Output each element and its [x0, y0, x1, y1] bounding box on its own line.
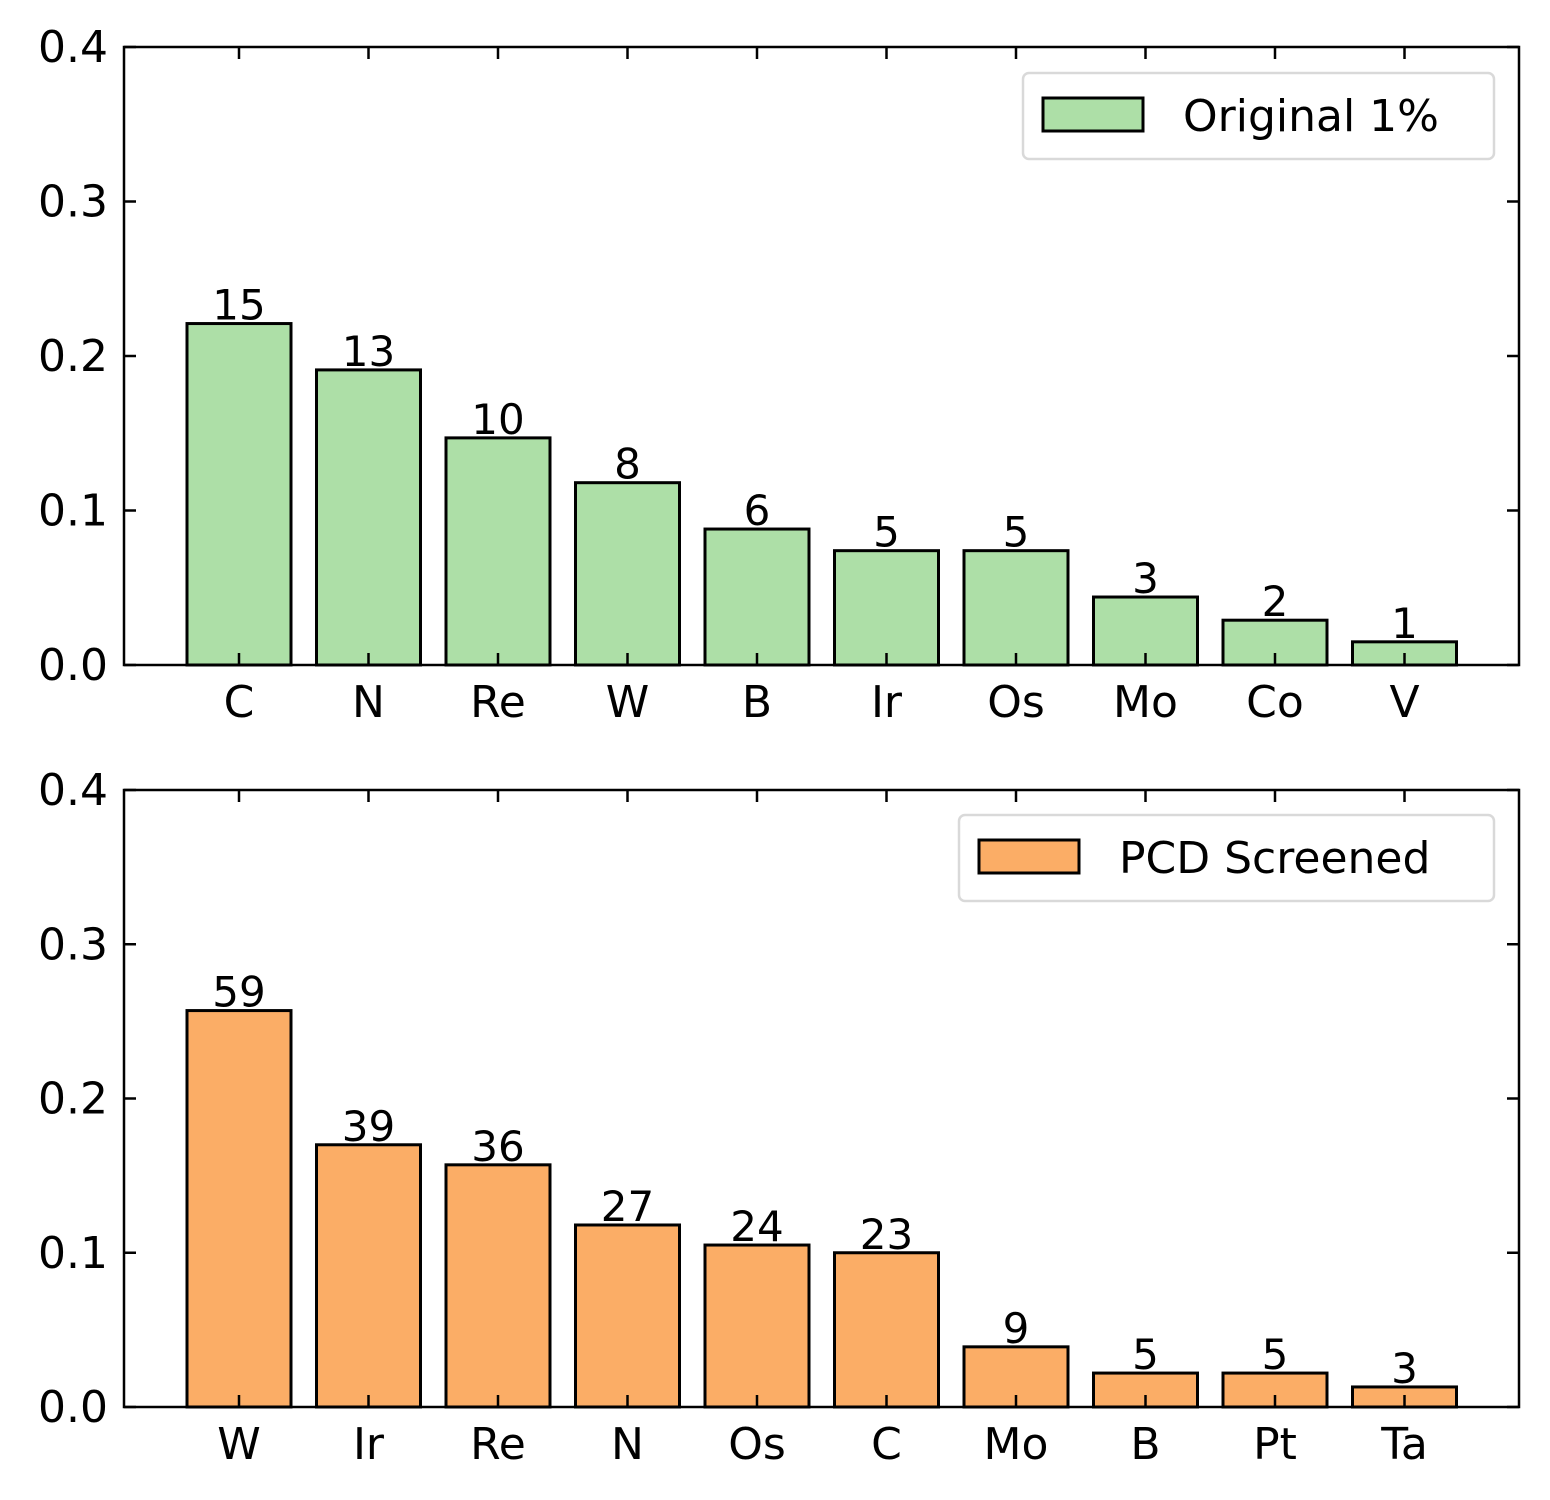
y-tick-label: 0.2 — [38, 331, 108, 382]
bar-count-label-Re: 36 — [471, 1122, 524, 1171]
bar-Ir — [315, 1143, 422, 1409]
legend-box — [957, 813, 1496, 903]
x-tick-label-Os: Os — [728, 1419, 786, 1470]
bar-count-label-N: 13 — [342, 327, 395, 376]
legend-label: PCD Screened — [1119, 833, 1430, 884]
bar-count-label-Mo: 9 — [1003, 1304, 1030, 1353]
bar-N — [315, 368, 422, 667]
x-tick-label-Pt: Pt — [1253, 1419, 1297, 1470]
bar-count-label-Os: 24 — [730, 1202, 783, 1251]
bar-count-label-Ta: 3 — [1391, 1344, 1418, 1393]
bottom-chart-panel: 59 W 39 Ir 36 Re 27 N 24 Os 23 C 9 Mo 5 B 5 Pt 3 Ta 0.0 0.1 0.… — [38, 765, 1521, 1470]
bar-count-label-Ir: 39 — [342, 1102, 395, 1151]
bar-Ir — [833, 549, 940, 667]
bar-count-label-Co: 2 — [1262, 577, 1289, 626]
axes-frame — [122, 788, 1521, 1409]
x-tick-label-B: B — [742, 677, 772, 728]
y-tick-label: 0.2 — [38, 1074, 108, 1125]
y-tick-label: 0.0 — [38, 640, 108, 691]
bar-C — [185, 322, 293, 667]
y-tick-label: 0.3 — [38, 177, 108, 228]
y-tick-label: 0.1 — [38, 1228, 108, 1279]
x-tick-label-B: B — [1130, 1419, 1160, 1470]
y-tick-label: 0.0 — [38, 1382, 108, 1433]
y-tick-label: 0.3 — [38, 919, 108, 970]
bar-count-label-Ir: 5 — [873, 508, 900, 557]
bar-count-label-C: 15 — [212, 281, 265, 330]
x-tick-label-Mo: Mo — [1113, 677, 1178, 728]
bar-count-label-B: 6 — [744, 486, 771, 535]
bar-B — [703, 527, 811, 667]
legend-swatch — [977, 838, 1081, 875]
x-tick-label-Ir: Ir — [353, 1419, 385, 1470]
bar-count-label-B: 5 — [1132, 1330, 1159, 1379]
bar-count-label-Re: 10 — [471, 395, 524, 444]
bar-Os — [962, 549, 1070, 667]
x-tick-label-Co: Co — [1246, 677, 1304, 728]
x-tick-label-Re: Re — [470, 1419, 526, 1470]
x-tick-label-Re: Re — [470, 677, 526, 728]
bar-N — [574, 1223, 681, 1409]
y-tick-label: 0.4 — [38, 765, 108, 816]
bar-Re — [444, 1163, 552, 1409]
bar-count-label-Pt: 5 — [1262, 1330, 1289, 1379]
bar-count-label-Os: 5 — [1003, 508, 1030, 557]
bar-C — [833, 1251, 940, 1409]
x-tick-label-N: N — [352, 677, 385, 728]
legend: Original 1% — [1021, 71, 1496, 161]
bar-W — [574, 481, 681, 667]
bar-count-label-C: 23 — [860, 1210, 913, 1259]
bar-count-label-V: 1 — [1391, 599, 1418, 648]
top-chart-panel: 15 C 13 N 10 Re 8 W 6 B 5 Ir 5 Os 3 Mo 2 Co 1 V 0.0 0.1 0.2 0.3… — [38, 22, 1521, 728]
x-tick-label-W: W — [606, 677, 650, 728]
x-tick-label-C: C — [871, 1419, 902, 1470]
x-tick-label-C: C — [224, 677, 255, 728]
bar-count-label-N: 27 — [601, 1182, 654, 1231]
x-tick-label-W: W — [217, 1419, 261, 1470]
y-tick-label: 0.1 — [38, 486, 108, 537]
bar-W — [185, 1009, 293, 1409]
bar-Re — [444, 436, 552, 667]
x-tick-label-V: V — [1389, 677, 1419, 728]
axes-frame — [122, 45, 1521, 667]
legend-swatch — [1041, 96, 1145, 133]
bar-count-label-Mo: 3 — [1132, 554, 1159, 603]
x-tick-label-N: N — [611, 1419, 644, 1470]
bar-Os — [703, 1243, 811, 1409]
legend: PCD Screened — [957, 813, 1496, 903]
legend-box — [1021, 71, 1496, 161]
bar-count-label-W: 8 — [614, 440, 641, 489]
x-tick-label-Os: Os — [987, 677, 1045, 728]
y-tick-label: 0.4 — [38, 22, 108, 73]
x-tick-label-Ir: Ir — [871, 677, 903, 728]
x-tick-label-Ta: Ta — [1380, 1419, 1428, 1470]
x-tick-label-Mo: Mo — [984, 1419, 1049, 1470]
legend-label: Original 1% — [1183, 91, 1439, 142]
bar-count-label-W: 59 — [212, 968, 265, 1017]
